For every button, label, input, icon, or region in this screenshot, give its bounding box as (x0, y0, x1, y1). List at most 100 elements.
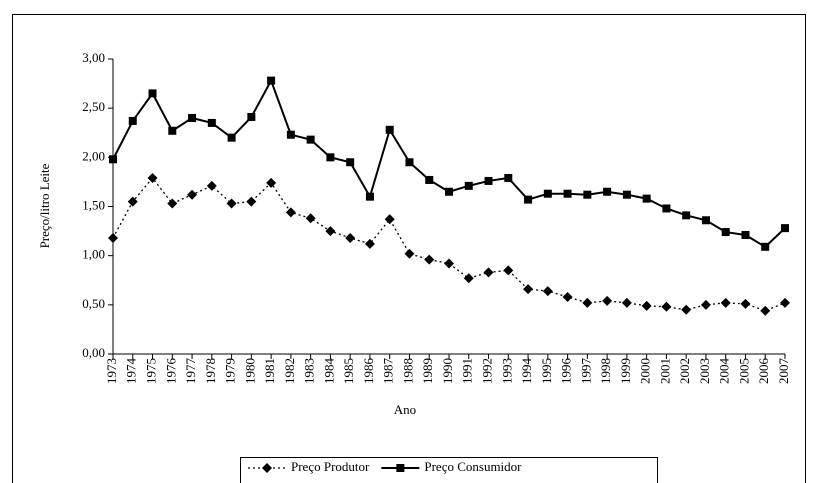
marker (622, 190, 631, 199)
marker (128, 116, 137, 125)
x-tick-label: 1988 (400, 358, 415, 384)
marker (523, 284, 534, 295)
marker (247, 113, 256, 122)
legend-marker (262, 463, 272, 473)
marker (188, 114, 197, 122)
marker (444, 258, 454, 269)
chart-border (12, 14, 806, 483)
x-tick-label: 1991 (460, 358, 475, 384)
x-tick-label: 1982 (282, 358, 297, 384)
marker (285, 207, 296, 218)
marker (583, 190, 592, 199)
marker (661, 301, 672, 312)
marker (425, 175, 434, 184)
marker (701, 216, 710, 225)
x-tick-label: 1980 (242, 358, 257, 384)
marker (404, 248, 415, 259)
marker (641, 300, 652, 311)
x-tick-label: 1983 (302, 358, 317, 384)
x-tick-label: 2004 (717, 358, 732, 385)
x-tick-label: 1997 (578, 358, 593, 385)
x-tick-label: 1994 (519, 358, 534, 385)
marker (364, 238, 375, 249)
marker (464, 181, 473, 190)
x-tick-label: 1998 (598, 358, 613, 384)
x-tick-label: 1978 (203, 358, 218, 384)
marker (226, 198, 237, 209)
marker (365, 192, 374, 201)
marker (148, 89, 157, 98)
marker (484, 176, 493, 185)
marker (306, 135, 315, 144)
marker (761, 242, 770, 251)
legend-label: Preço Produtor (291, 459, 370, 474)
marker (621, 297, 632, 308)
x-tick-label: 1996 (559, 358, 574, 385)
marker (543, 189, 552, 198)
marker (781, 224, 789, 233)
marker (246, 196, 257, 207)
y-tick-label: 1,50 (82, 197, 105, 212)
x-tick-label: 1990 (440, 358, 455, 384)
marker (602, 295, 613, 306)
marker (385, 125, 394, 134)
x-tick-label: 2000 (638, 358, 653, 384)
x-tick-label: 2002 (677, 358, 692, 384)
marker (109, 155, 117, 164)
x-tick-label: 1979 (223, 358, 238, 384)
legend-label: Preço Consumidor (424, 459, 522, 474)
marker (167, 198, 178, 209)
marker (681, 304, 692, 315)
marker (562, 291, 573, 302)
marker (740, 298, 751, 309)
x-tick-label: 1975 (144, 358, 159, 384)
marker (741, 231, 750, 240)
x-tick-label: 2003 (697, 358, 712, 384)
marker (206, 180, 217, 191)
marker (542, 286, 553, 297)
x-tick-label: 2007 (776, 358, 791, 385)
x-tick-label: 2005 (736, 358, 751, 384)
marker (582, 297, 593, 308)
x-axis-label: Ano (394, 402, 416, 417)
marker (266, 177, 277, 188)
marker (187, 189, 198, 200)
marker (682, 211, 691, 220)
x-tick-label: 1987 (381, 358, 396, 385)
x-tick-label: 1999 (618, 358, 633, 384)
marker (603, 187, 612, 196)
marker (305, 213, 316, 224)
y-axis-label: Preço/litro Leite (37, 163, 52, 248)
x-tick-label: 1984 (321, 358, 336, 385)
marker (325, 226, 336, 237)
marker (345, 232, 356, 243)
marker (463, 273, 474, 284)
marker (168, 126, 177, 135)
y-tick-label: 1,00 (82, 247, 105, 262)
x-tick-label: 1986 (361, 358, 376, 385)
marker (642, 194, 651, 203)
marker (563, 189, 572, 198)
marker (207, 118, 216, 127)
marker (720, 297, 731, 308)
y-tick-label: 3,00 (82, 50, 105, 65)
x-tick-label: 1974 (124, 358, 139, 385)
x-tick-label: 1977 (183, 358, 198, 385)
marker (147, 172, 158, 183)
x-tick-label: 1985 (341, 358, 356, 384)
marker (700, 299, 711, 310)
x-tick-label: 1973 (104, 358, 119, 384)
marker (267, 76, 276, 85)
marker (721, 228, 730, 237)
x-tick-label: 2006 (756, 358, 771, 385)
marker (760, 305, 771, 316)
legend-marker (396, 464, 405, 472)
marker (524, 195, 533, 204)
y-tick-label: 2,50 (82, 99, 105, 114)
marker (483, 267, 494, 278)
marker (326, 153, 335, 162)
x-tick-label: 2001 (657, 358, 672, 384)
x-tick-label: 1981 (262, 358, 277, 384)
y-tick-label: 2,00 (82, 148, 105, 163)
marker (127, 196, 138, 207)
